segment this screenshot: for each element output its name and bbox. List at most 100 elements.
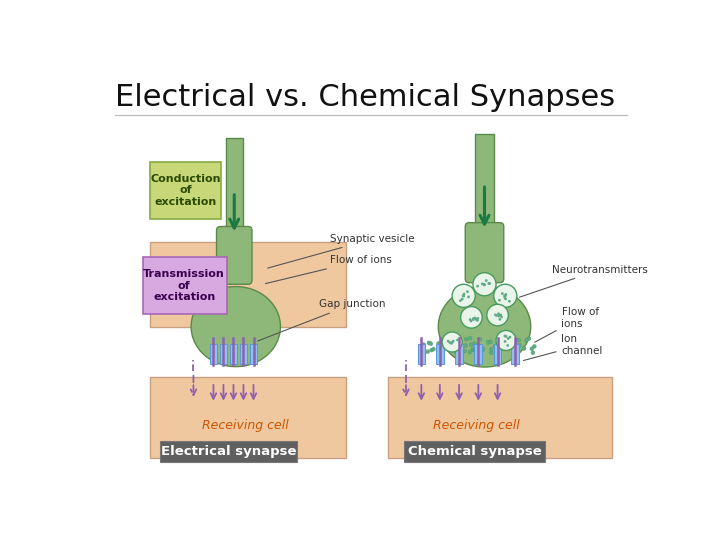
Bar <box>150 377 346 457</box>
Circle shape <box>497 312 500 315</box>
Circle shape <box>450 342 453 345</box>
Circle shape <box>515 348 518 352</box>
Circle shape <box>504 340 506 343</box>
Circle shape <box>452 340 454 342</box>
Circle shape <box>449 341 451 344</box>
Circle shape <box>498 349 503 353</box>
Circle shape <box>487 304 508 326</box>
Circle shape <box>531 351 535 355</box>
Circle shape <box>495 314 498 317</box>
Circle shape <box>474 348 477 352</box>
Bar <box>474 345 482 363</box>
Circle shape <box>459 299 462 302</box>
Circle shape <box>469 343 473 347</box>
Circle shape <box>482 284 485 286</box>
Ellipse shape <box>191 287 281 367</box>
Circle shape <box>463 293 465 295</box>
Circle shape <box>461 298 464 300</box>
Circle shape <box>422 343 426 347</box>
Circle shape <box>512 345 516 348</box>
Bar <box>226 138 243 231</box>
Circle shape <box>498 315 500 318</box>
Circle shape <box>438 346 441 350</box>
Circle shape <box>513 343 518 347</box>
Circle shape <box>490 347 493 352</box>
Circle shape <box>493 345 497 348</box>
Bar <box>388 377 611 457</box>
Circle shape <box>472 317 474 320</box>
Circle shape <box>498 299 501 301</box>
Circle shape <box>504 294 507 297</box>
Text: Chemical synapse: Chemical synapse <box>408 445 541 458</box>
Bar <box>475 134 494 226</box>
Circle shape <box>456 343 460 347</box>
Circle shape <box>485 279 487 282</box>
Circle shape <box>474 316 477 319</box>
Circle shape <box>452 284 475 307</box>
FancyBboxPatch shape <box>161 441 297 462</box>
Circle shape <box>476 285 479 287</box>
Circle shape <box>508 336 511 339</box>
Text: Ion
channel: Ion channel <box>523 334 603 361</box>
Circle shape <box>472 348 476 352</box>
Circle shape <box>512 350 516 355</box>
FancyBboxPatch shape <box>150 162 221 219</box>
Circle shape <box>525 338 528 342</box>
Bar <box>250 345 257 363</box>
Text: Flow of ions: Flow of ions <box>266 255 392 284</box>
Circle shape <box>501 292 504 295</box>
Circle shape <box>431 347 436 351</box>
Circle shape <box>474 318 477 321</box>
Text: Gap junction: Gap junction <box>258 299 385 341</box>
Circle shape <box>463 349 467 353</box>
Text: Receiving cell: Receiving cell <box>433 418 520 431</box>
Circle shape <box>486 341 490 345</box>
Circle shape <box>469 320 472 322</box>
Circle shape <box>441 348 446 352</box>
Circle shape <box>481 348 485 352</box>
Circle shape <box>517 338 521 342</box>
Circle shape <box>467 295 470 298</box>
Circle shape <box>505 343 509 348</box>
Bar <box>511 345 519 363</box>
Circle shape <box>473 347 477 351</box>
Circle shape <box>478 338 482 341</box>
Circle shape <box>456 339 459 341</box>
Circle shape <box>505 293 508 296</box>
Circle shape <box>427 341 431 345</box>
Circle shape <box>512 347 516 351</box>
Text: Electrical vs. Chemical Synapses: Electrical vs. Chemical Synapses <box>115 83 615 112</box>
Circle shape <box>464 343 467 347</box>
Circle shape <box>488 282 491 285</box>
Circle shape <box>447 345 451 348</box>
Circle shape <box>498 314 500 316</box>
Circle shape <box>503 296 506 299</box>
Circle shape <box>444 344 448 348</box>
FancyBboxPatch shape <box>143 257 227 314</box>
Bar <box>436 345 444 363</box>
Circle shape <box>505 335 508 338</box>
Bar <box>210 345 217 363</box>
Bar <box>494 345 501 363</box>
Circle shape <box>496 342 500 346</box>
Circle shape <box>506 344 509 347</box>
Circle shape <box>468 336 472 340</box>
Bar <box>230 345 238 363</box>
Circle shape <box>442 332 462 352</box>
Circle shape <box>472 318 474 321</box>
Circle shape <box>498 343 501 347</box>
Circle shape <box>532 345 536 348</box>
Circle shape <box>462 294 465 297</box>
Circle shape <box>473 273 496 296</box>
Circle shape <box>462 294 465 297</box>
Circle shape <box>476 319 479 322</box>
Circle shape <box>508 300 510 303</box>
Circle shape <box>503 294 506 297</box>
Circle shape <box>469 318 472 321</box>
Circle shape <box>462 295 464 298</box>
Circle shape <box>468 350 472 354</box>
Circle shape <box>530 347 534 350</box>
Circle shape <box>499 314 502 316</box>
Bar <box>240 345 248 363</box>
FancyBboxPatch shape <box>217 226 252 284</box>
